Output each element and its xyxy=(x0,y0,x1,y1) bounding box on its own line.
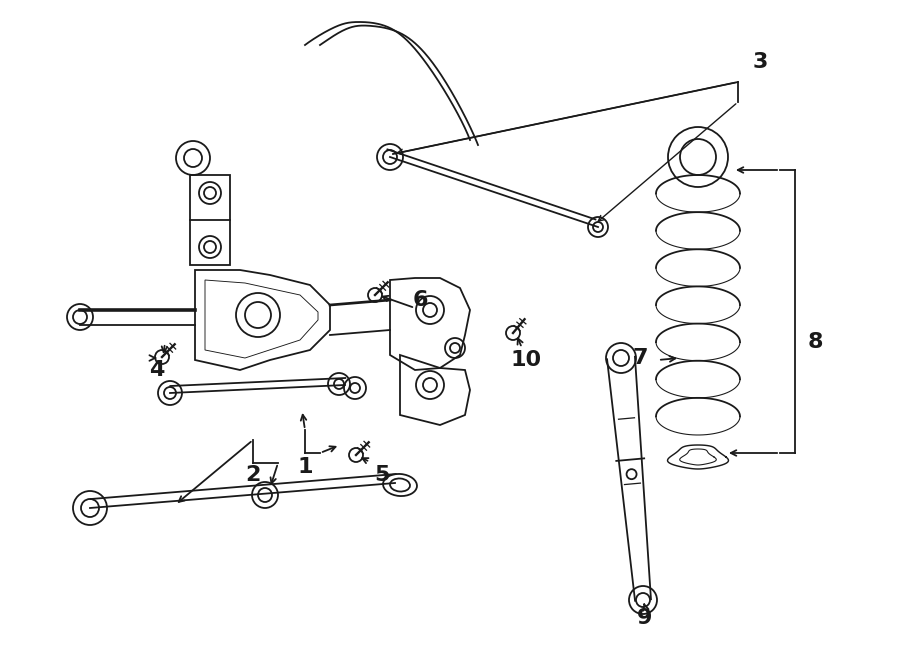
Text: 8: 8 xyxy=(807,332,823,352)
Text: 7: 7 xyxy=(632,348,648,368)
Text: 9: 9 xyxy=(637,608,652,628)
Text: 1: 1 xyxy=(297,457,313,477)
Text: 10: 10 xyxy=(510,350,542,370)
Text: 2: 2 xyxy=(246,465,261,485)
Text: 5: 5 xyxy=(374,465,390,485)
Text: 6: 6 xyxy=(412,290,427,310)
Text: 4: 4 xyxy=(149,360,165,380)
Text: 3: 3 xyxy=(752,52,768,72)
